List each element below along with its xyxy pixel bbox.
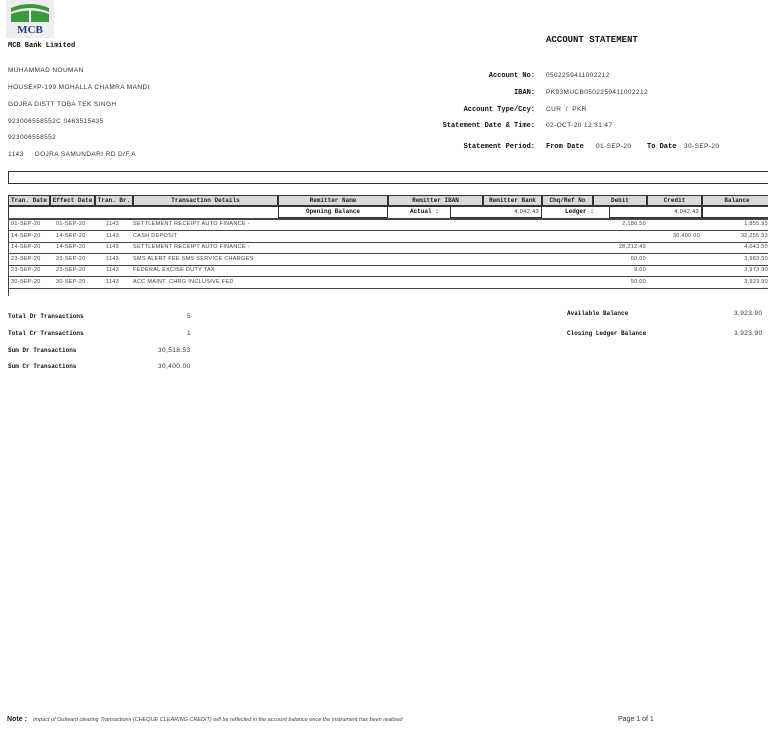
sum-cr-label: Sum Cr Transactions bbox=[8, 363, 77, 370]
account-type-label: Account Type/Ccy: bbox=[463, 106, 535, 114]
col-header: Tran. Br. bbox=[95, 195, 133, 206]
table-row: 14-SEP-20 14-SEP-20 1143 SETTLEMENT RECEIPT… bbox=[8, 242, 768, 255]
cell-effect-date: 14-SEP-20 bbox=[56, 232, 86, 239]
to-date: 30-SEP-20 bbox=[684, 143, 720, 150]
cell-debit: 60.00 bbox=[630, 255, 646, 262]
cell-credit: 30,400.00 bbox=[672, 232, 700, 239]
sum-cr: 30,400.00 bbox=[158, 363, 191, 370]
cell-balance: 3,923.90 bbox=[744, 279, 768, 285]
col-header: Effect Date bbox=[50, 195, 95, 206]
cell-balance: 32,255.93 bbox=[740, 232, 768, 239]
cell-tran-date: 14-SEP-20 bbox=[11, 244, 41, 251]
iban: PK93MUCB0502259411002212 bbox=[546, 89, 648, 96]
col-header: Transaction Details bbox=[133, 195, 278, 206]
closing-balance-label: Closing Ledger Balance bbox=[567, 330, 647, 337]
cell-details: SETTLEMENT RECEIPT AUTO FINANCE - bbox=[133, 221, 250, 227]
cell-tran-date: 23-SEP-20 bbox=[11, 255, 41, 262]
table-row: 23-SEP-20 23-SEP-20 1143 SMS ALERT FEE SMS … bbox=[8, 254, 768, 266]
cell-debit: 9.60 bbox=[634, 267, 646, 274]
cell-br: 1143 bbox=[106, 244, 120, 251]
table-row: 30-SEP-20 30-SEP-20 1143 ACC MAINT. CHRG IN… bbox=[8, 277, 768, 289]
branch-line: 1143 GOJRA SAMUNDARI RD D/F.A bbox=[8, 151, 136, 158]
cell-tran-date: 01-SEP-20 bbox=[11, 221, 41, 227]
total-dr: 5 bbox=[187, 313, 192, 320]
available-balance-label: Available Balance bbox=[567, 310, 629, 317]
address-line: GOJRA DISTT TOBA TEK SINGH bbox=[8, 101, 117, 108]
cell-balance: 3,983.50 bbox=[744, 255, 768, 262]
svg-text:MCB: MCB bbox=[17, 24, 43, 36]
col-header: Remitter Bank bbox=[483, 195, 542, 206]
ledger-balance: 4,042.43 bbox=[609, 206, 702, 218]
table-row: 23-SEP-20 23-SEP-20 1143 FEDERAL EXCISE DUT… bbox=[8, 265, 768, 278]
ledger-label: Ledger : bbox=[565, 208, 594, 215]
cell-tran-date: 14-SEP-20 bbox=[11, 232, 41, 239]
col-header: Credit bbox=[647, 195, 702, 206]
cell-tran-date: 23-SEP-20 bbox=[11, 267, 41, 274]
statement-date-label: Statement Date & Time: bbox=[442, 122, 535, 130]
page-number: Page 1 of 1 bbox=[618, 716, 654, 723]
total-dr-label: Total Dr Transactions bbox=[8, 313, 84, 320]
from-date-label: From Date bbox=[546, 143, 584, 151]
period-label: Statement Period: bbox=[463, 143, 535, 151]
iban-label: IBAN: bbox=[513, 89, 535, 97]
cell-effect-date: 01-SEP-20 bbox=[56, 221, 86, 227]
blank-banner-box bbox=[8, 171, 768, 184]
cell-tran-date: 30-SEP-20 bbox=[11, 279, 41, 285]
col-header: Balance bbox=[702, 195, 768, 206]
from-date: 01-SEP-20 bbox=[596, 143, 632, 150]
cell-effect-date: 14-SEP-20 bbox=[56, 244, 86, 251]
cell-details: ACC MAINT. CHRG INCLUSIVE FED bbox=[133, 279, 234, 285]
actual-label: Actual : bbox=[410, 208, 439, 215]
cell-br: 1143 bbox=[106, 232, 120, 239]
cell-effect-date: 23-SEP-20 bbox=[56, 255, 86, 262]
phone-line: 923006558552C 0463515435 bbox=[8, 118, 104, 125]
col-header: Remitter IBAN bbox=[388, 195, 483, 206]
address-line: HOUSE#P-199 MOHALLA CHAMRA MANDI bbox=[8, 84, 150, 91]
cell-br: 1143 bbox=[106, 267, 120, 274]
note-label: Note : bbox=[7, 716, 27, 723]
note-text: Impact of Outward clearing Transactions … bbox=[33, 717, 403, 723]
cell-balance: 3,973.90 bbox=[744, 267, 768, 274]
sum-dr-label: Sum Dr Transactions bbox=[8, 347, 77, 354]
total-cr-label: Total Cr Transactions bbox=[8, 330, 84, 337]
opening-balance-label: Opening Balance bbox=[278, 206, 388, 218]
customer-name: MUHAMMAD NOUMAN bbox=[8, 67, 84, 74]
account-no: 0502259411002212 bbox=[546, 72, 610, 79]
total-cr: 1 bbox=[187, 330, 192, 337]
cell-details: CASH DEPOSIT bbox=[133, 232, 178, 239]
account-type: CUR / PKR bbox=[546, 106, 587, 113]
cell-br: 1143 bbox=[106, 221, 120, 227]
cell-br: 1143 bbox=[106, 255, 120, 262]
cell-balance: 1,855.93 bbox=[744, 221, 768, 227]
cell-balance: 4,043.50 bbox=[744, 244, 768, 251]
col-header: Remitter Name bbox=[278, 195, 388, 206]
account-no-label: Account No: bbox=[488, 72, 535, 80]
phone-line: 923006558552 bbox=[8, 134, 57, 141]
cell-effect-date: 30-SEP-20 bbox=[56, 279, 86, 285]
cell-details: FEDERAL EXCISE DUTY TAX bbox=[133, 267, 215, 274]
col-header: Chq/Ref No bbox=[542, 195, 593, 206]
cell-effect-date: 23-SEP-20 bbox=[56, 267, 86, 274]
cell-debit: 50.00 bbox=[630, 279, 646, 285]
bank-name: MCB Bank Limited bbox=[8, 42, 76, 50]
table-row: 14-SEP-20 14-SEP-20 1143 CASH DEPOSIT 30,400… bbox=[8, 231, 768, 243]
cell-debit: 2,186.50 bbox=[622, 221, 646, 227]
actual-balance: 4,042.43 bbox=[450, 206, 542, 218]
sum-dr: 30,518.53 bbox=[158, 347, 191, 354]
cell-details: SMS ALERT FEE SMS SERVICE CHARGES bbox=[133, 255, 254, 262]
page-title: ACCOUNT STATEMENT bbox=[546, 35, 638, 45]
mcb-logo: MCB bbox=[6, 0, 54, 38]
cell-details: SETTLEMENT RECEIPT AUTO FINANCE - bbox=[133, 244, 250, 251]
statement-date: 02-OCT-20 12:31:47 bbox=[546, 122, 613, 129]
cell-debit: 28,212.43 bbox=[618, 244, 646, 251]
cell-br: 1143 bbox=[106, 279, 120, 285]
to-date-label: To Date bbox=[647, 143, 677, 151]
col-header: Debit bbox=[593, 195, 647, 206]
table-row: 01-SEP-20 01-SEP-20 1143 SETTLEMENT RECEIPT… bbox=[8, 219, 768, 231]
available-balance: 3,923.90 bbox=[734, 310, 763, 317]
col-header: Tran. Date bbox=[8, 195, 50, 206]
closing-balance: 3,923.90 bbox=[734, 330, 763, 337]
